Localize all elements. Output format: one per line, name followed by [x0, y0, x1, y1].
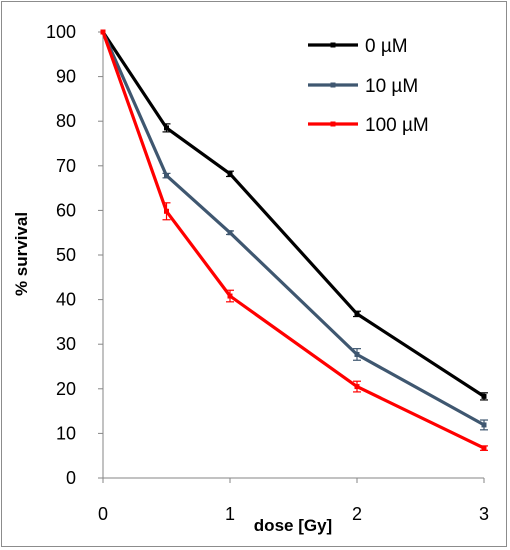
legend: 0 µM 10 µM 100 µM [308, 36, 429, 136]
data-point [100, 29, 106, 35]
x-tick-label: 2 [352, 504, 362, 524]
series-1 [100, 29, 488, 431]
y-tick-label: 0 [66, 468, 76, 488]
data-point [227, 171, 233, 177]
y-tick-label: 70 [56, 156, 76, 176]
series-0 [100, 29, 488, 401]
y-tick-label: 50 [56, 245, 76, 265]
series-line [101, 31, 485, 450]
legend-marker [330, 82, 336, 88]
y-tick-label: 30 [56, 334, 76, 354]
y-tick-label: 20 [56, 379, 76, 399]
y-tick-label: 90 [56, 67, 76, 87]
legend-label: 0 µM [365, 36, 408, 57]
data-point [354, 384, 360, 390]
data-point [164, 208, 169, 214]
x-tick-label: 0 [98, 504, 108, 524]
legend-item: 100 µM [308, 115, 429, 136]
legend-label: 100 µM [365, 115, 429, 136]
y-tick-label: 10 [56, 423, 76, 443]
data-point [481, 445, 487, 451]
y-tick-label: 60 [56, 200, 76, 220]
series-lines [100, 29, 488, 451]
data-point [481, 393, 487, 399]
series-2 [100, 29, 488, 451]
data-point [354, 351, 360, 357]
y-tick-label: 40 [56, 290, 76, 310]
x-tick-label: 1 [225, 504, 235, 524]
legend-label: 10 µM [365, 76, 418, 97]
legend-item: 0 µM [308, 36, 408, 57]
data-point [164, 125, 169, 131]
data-point [481, 422, 487, 428]
data-point [164, 173, 169, 179]
legend-marker [330, 42, 336, 48]
legend-item: 10 µM [308, 76, 418, 97]
y-tick-label: 80 [56, 111, 76, 131]
y-tick-label: 100 [46, 22, 76, 42]
x-tick-labels: 0 1 2 3 [98, 504, 489, 524]
y-axis-title: % survival [12, 212, 31, 296]
y-tick-labels: 0 10 20 30 40 50 60 70 80 90 100 [46, 22, 76, 488]
series-line [101, 31, 485, 427]
data-point [227, 293, 233, 299]
axes [98, 31, 485, 483]
x-axis-title: dose [Gy] [254, 516, 332, 535]
x-tick-label: 3 [479, 504, 489, 524]
legend-marker [330, 121, 336, 127]
data-point [354, 311, 360, 317]
data-point [227, 230, 233, 236]
